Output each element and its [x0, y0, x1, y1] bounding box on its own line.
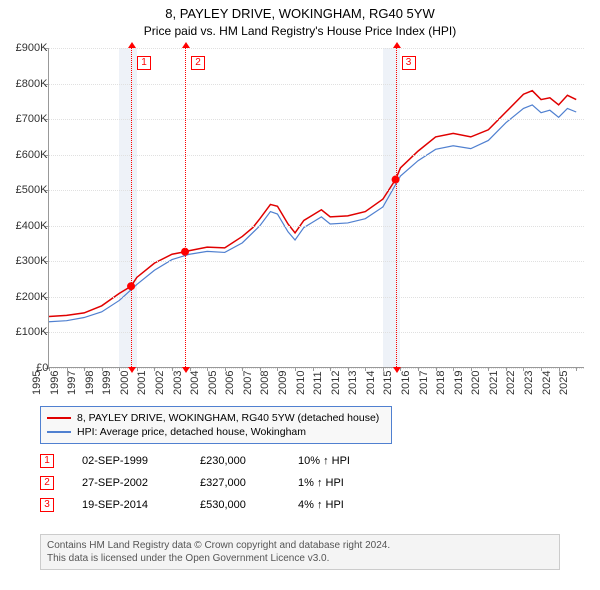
x-axis-label: 2012	[330, 371, 342, 395]
marker-line	[396, 48, 397, 367]
x-axis-label: 1999	[101, 371, 113, 395]
event-badge: 3	[40, 498, 54, 512]
event-diff: 4% ↑ HPI	[298, 499, 378, 511]
y-axis-label: £800K	[16, 78, 48, 90]
chart-title: 8, PAYLEY DRIVE, WOKINGHAM, RG40 5YW	[0, 0, 600, 21]
y-axis-label: £300K	[16, 255, 48, 267]
gridline-h	[49, 155, 584, 156]
x-axis-label: 2002	[154, 371, 166, 395]
gridline-h	[49, 48, 584, 49]
gridline-h	[49, 297, 584, 298]
event-badge: 2	[40, 476, 54, 490]
y-axis-label: £400K	[16, 220, 48, 232]
x-axis-label: 2007	[242, 371, 254, 395]
x-axis-label: 2003	[172, 371, 184, 395]
y-axis-label: £200K	[16, 291, 48, 303]
gridline-h	[49, 261, 584, 262]
licence-box: Contains HM Land Registry data © Crown c…	[40, 534, 560, 570]
chart-plot-area: £0£100K£200K£300K£400K£500K£600K£700K£80…	[48, 48, 584, 368]
event-price: £327,000	[200, 477, 280, 489]
series-line	[49, 91, 576, 317]
y-axis-label: £100K	[16, 326, 48, 338]
marker-line	[131, 48, 132, 367]
x-axis-label: 1995	[31, 371, 43, 395]
series-line	[49, 105, 576, 322]
legend-item: 8, PAYLEY DRIVE, WOKINGHAM, RG40 5YW (de…	[47, 411, 385, 425]
chart-subtitle: Price paid vs. HM Land Registry's House …	[0, 21, 600, 42]
event-date: 02-SEP-1999	[82, 455, 182, 467]
y-axis-label: £900K	[16, 42, 48, 54]
licence-line-1: Contains HM Land Registry data © Crown c…	[47, 539, 553, 552]
x-axis-label: 2017	[418, 371, 430, 395]
marker-line	[185, 48, 186, 367]
legend: 8, PAYLEY DRIVE, WOKINGHAM, RG40 5YW (de…	[40, 406, 392, 444]
x-axis-label: 1997	[66, 371, 78, 395]
gridline-h	[49, 84, 584, 85]
x-axis-label: 2004	[189, 371, 201, 395]
gridline-h	[49, 119, 584, 120]
x-axis-label: 2010	[295, 371, 307, 395]
event-row: 3 19-SEP-2014 £530,000 4% ↑ HPI	[40, 494, 378, 516]
event-badge: 1	[40, 454, 54, 468]
x-axis-label: 2005	[207, 371, 219, 395]
x-axis-label: 2024	[541, 371, 553, 395]
x-axis-label: 2019	[453, 371, 465, 395]
event-diff: 1% ↑ HPI	[298, 477, 378, 489]
event-diff: 10% ↑ HPI	[298, 455, 378, 467]
y-axis-label: £500K	[16, 184, 48, 196]
event-list: 1 02-SEP-1999 £230,000 10% ↑ HPI 2 27-SEP-200…	[40, 450, 378, 516]
licence-line-2: This data is licensed under the Open Gov…	[47, 552, 553, 565]
event-price: £530,000	[200, 499, 280, 511]
x-axis-label: 1996	[49, 371, 61, 395]
legend-item: HPI: Average price, detached house, Woki…	[47, 425, 385, 439]
marker-badge: 3	[402, 56, 416, 70]
x-axis-label: 2014	[365, 371, 377, 395]
event-row: 1 02-SEP-1999 £230,000 10% ↑ HPI	[40, 450, 378, 472]
x-axis-label: 2001	[136, 371, 148, 395]
y-axis-label: £700K	[16, 113, 48, 125]
event-row: 2 27-SEP-2002 £327,000 1% ↑ HPI	[40, 472, 378, 494]
event-price: £230,000	[200, 455, 280, 467]
legend-swatch	[47, 417, 71, 419]
x-axis-label: 1998	[84, 371, 96, 395]
x-axis-label: 2021	[488, 371, 500, 395]
x-axis-label: 2018	[435, 371, 447, 395]
y-axis-label: £600K	[16, 149, 48, 161]
x-axis-label: 2009	[277, 371, 289, 395]
x-axis-label: 2023	[523, 371, 535, 395]
x-axis-label: 2011	[312, 371, 324, 395]
x-axis-label: 2000	[119, 371, 131, 395]
event-date: 27-SEP-2002	[82, 477, 182, 489]
event-date: 19-SEP-2014	[82, 499, 182, 511]
x-axis-label: 2016	[400, 371, 412, 395]
x-axis-label: 2020	[470, 371, 482, 395]
marker-badge: 2	[191, 56, 205, 70]
x-axis-label: 2008	[259, 371, 271, 395]
marker-badge: 1	[137, 56, 151, 70]
x-axis-label: 2022	[505, 371, 517, 395]
x-axis-label: 2015	[382, 371, 394, 395]
legend-label: 8, PAYLEY DRIVE, WOKINGHAM, RG40 5YW (de…	[77, 412, 379, 424]
chart-container: 8, PAYLEY DRIVE, WOKINGHAM, RG40 5YW Pri…	[0, 0, 600, 590]
legend-label: HPI: Average price, detached house, Woki…	[77, 426, 306, 438]
gridline-h	[49, 332, 584, 333]
gridline-h	[49, 190, 584, 191]
x-axis-label: 2013	[347, 371, 359, 395]
x-axis-label: 2025	[558, 371, 570, 395]
x-axis-label: 2006	[224, 371, 236, 395]
chart-svg	[49, 48, 584, 367]
legend-swatch	[47, 431, 71, 433]
gridline-h	[49, 226, 584, 227]
